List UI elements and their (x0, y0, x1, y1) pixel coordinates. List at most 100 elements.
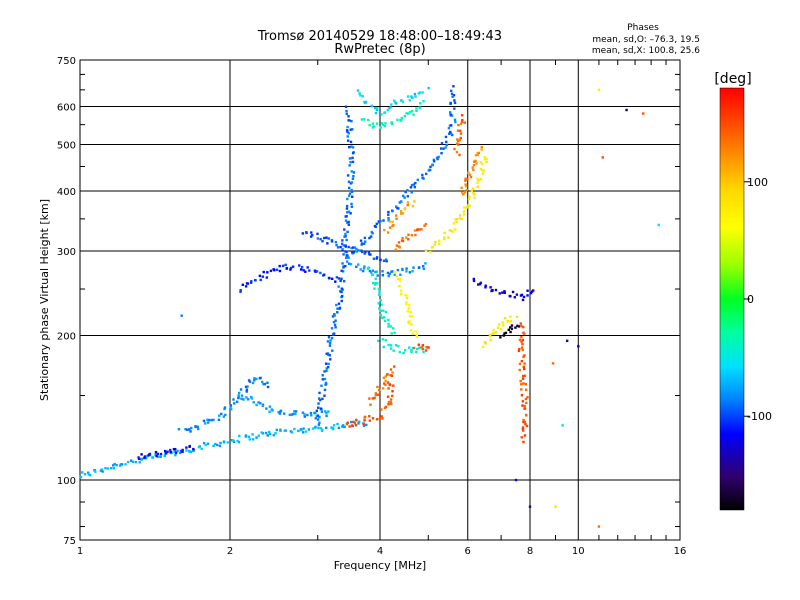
data-point (306, 266, 309, 269)
data-point (368, 397, 371, 400)
data-point (310, 231, 313, 234)
data-point (366, 266, 370, 270)
data-point (381, 274, 385, 277)
data-point (226, 441, 229, 444)
data-point (476, 185, 479, 188)
data-point (397, 284, 400, 288)
data-point (345, 207, 349, 210)
data-point (473, 196, 476, 200)
data-point (401, 100, 405, 103)
data-point (445, 143, 449, 147)
data-point (352, 246, 355, 249)
data-point (479, 281, 482, 285)
data-point (489, 286, 492, 289)
data-point (204, 422, 207, 425)
data-point (324, 426, 328, 430)
data-point (467, 171, 470, 175)
data-point (454, 228, 457, 231)
data-point (452, 85, 455, 88)
data-point (437, 239, 441, 242)
y-tick-label: 300 (57, 247, 76, 258)
data-point (288, 413, 291, 417)
data-point (104, 466, 107, 470)
data-point (526, 396, 529, 399)
data-point (368, 236, 371, 240)
data-point (189, 430, 192, 433)
data-point (422, 267, 426, 271)
data-point (457, 143, 460, 146)
data-point (328, 277, 331, 280)
data-point (501, 291, 504, 294)
x-tick-label: 1 (77, 546, 83, 557)
data-point (131, 460, 135, 463)
data-point (344, 232, 347, 236)
data-point (346, 197, 349, 201)
data-point (448, 124, 452, 127)
data-point (375, 122, 379, 125)
data-point (159, 455, 162, 458)
data-point (324, 410, 327, 413)
data-point (532, 289, 535, 292)
data-point (365, 423, 368, 427)
colorbar-tick-label: -100 (747, 410, 772, 423)
data-point (261, 432, 265, 435)
data-point (120, 463, 124, 466)
data-point (349, 263, 353, 266)
data-point (88, 473, 92, 477)
data-point (342, 280, 346, 283)
data-point (308, 269, 311, 272)
data-point (379, 309, 383, 312)
data-point (383, 319, 387, 323)
data-point (360, 118, 364, 121)
data-point (381, 417, 384, 420)
data-point (491, 332, 494, 336)
data-point (521, 342, 524, 346)
data-point (359, 268, 362, 271)
data-point (380, 415, 383, 418)
data-point (554, 505, 557, 508)
data-point (159, 452, 163, 456)
data-point (467, 197, 471, 201)
data-point (157, 455, 160, 459)
data-point (387, 343, 390, 347)
data-point (523, 404, 526, 408)
data-point (398, 277, 401, 281)
data-point (311, 234, 314, 237)
data-point (410, 323, 413, 326)
data-point (244, 385, 248, 389)
data-point (415, 347, 419, 351)
data-point (347, 115, 350, 118)
data-point (180, 450, 183, 453)
data-point (289, 266, 293, 270)
data-point (397, 278, 400, 281)
data-point (382, 382, 386, 385)
data-point (259, 278, 262, 282)
data-point (369, 253, 372, 256)
data-point (424, 249, 428, 252)
data-point (344, 245, 347, 248)
data-point (185, 446, 188, 449)
data-point (455, 220, 458, 224)
data-point (471, 166, 474, 169)
data-point (285, 267, 288, 270)
data-point (522, 440, 525, 444)
data-point (387, 107, 391, 110)
data-point (410, 183, 414, 187)
data-point (301, 431, 305, 434)
data-point (407, 112, 410, 115)
data-point (387, 274, 390, 278)
data-point (444, 135, 448, 139)
data-point (192, 447, 195, 451)
data-point (335, 243, 338, 247)
data-point (370, 273, 374, 277)
data-point (384, 338, 388, 342)
data-point (258, 377, 262, 380)
data-point (387, 325, 390, 328)
data-point (361, 95, 364, 98)
data-point (456, 129, 460, 132)
data-point (356, 89, 360, 92)
data-point (521, 377, 525, 380)
data-point (479, 178, 482, 181)
data-point (520, 340, 523, 343)
